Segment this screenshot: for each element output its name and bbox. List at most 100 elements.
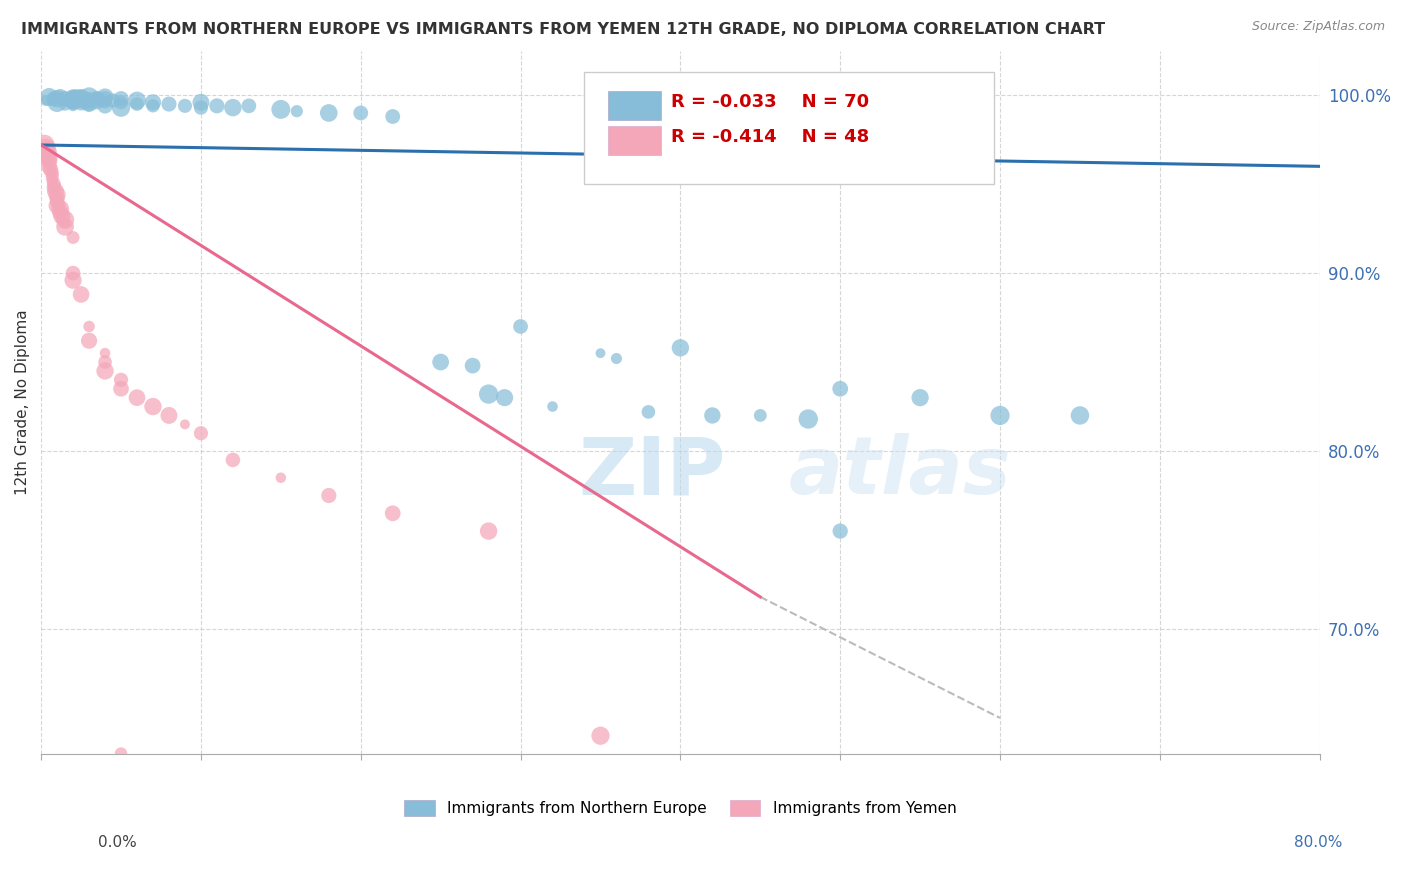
Point xyxy=(509,319,531,334)
Point xyxy=(94,364,117,378)
Point xyxy=(190,426,212,441)
Text: ZIP: ZIP xyxy=(578,434,725,511)
Point xyxy=(35,142,58,156)
Point xyxy=(77,94,100,108)
Point xyxy=(51,209,73,223)
Point xyxy=(62,90,84,104)
Point xyxy=(1069,409,1091,423)
Point xyxy=(749,409,772,423)
Point xyxy=(65,90,87,104)
Point xyxy=(797,412,820,426)
Point xyxy=(908,391,931,405)
Text: R = -0.033    N = 70: R = -0.033 N = 70 xyxy=(672,93,869,111)
Point xyxy=(157,97,180,112)
Point xyxy=(37,149,59,163)
Point xyxy=(270,471,292,485)
Point xyxy=(86,92,108,106)
Point xyxy=(42,92,65,106)
Point xyxy=(46,198,69,212)
Point xyxy=(94,95,117,110)
Point xyxy=(157,409,180,423)
Point xyxy=(605,351,627,366)
Point xyxy=(318,106,340,120)
Point xyxy=(70,94,93,108)
Text: Source: ZipAtlas.com: Source: ZipAtlas.com xyxy=(1251,20,1385,33)
Text: IMMIGRANTS FROM NORTHERN EUROPE VS IMMIGRANTS FROM YEMEN 12TH GRADE, NO DIPLOMA : IMMIGRANTS FROM NORTHERN EUROPE VS IMMIG… xyxy=(21,22,1105,37)
Point xyxy=(62,92,84,106)
Point xyxy=(70,287,93,301)
Point xyxy=(46,187,69,202)
Point xyxy=(702,409,724,423)
Point xyxy=(46,92,69,106)
Point xyxy=(38,159,60,173)
Text: atlas: atlas xyxy=(789,434,1012,511)
FancyBboxPatch shape xyxy=(585,71,994,185)
Point xyxy=(62,230,84,244)
Point xyxy=(94,92,117,106)
Point xyxy=(77,92,100,106)
Point xyxy=(142,99,165,113)
Y-axis label: 12th Grade, No Diploma: 12th Grade, No Diploma xyxy=(15,310,30,495)
Point xyxy=(49,205,72,219)
Point xyxy=(285,104,308,119)
Point xyxy=(174,417,197,432)
Point xyxy=(142,95,165,110)
Text: 80.0%: 80.0% xyxy=(1295,836,1343,850)
Point xyxy=(41,173,63,187)
Point xyxy=(53,216,76,230)
Point xyxy=(541,400,564,414)
Point xyxy=(70,90,93,104)
Point xyxy=(589,729,612,743)
Point xyxy=(461,359,484,373)
Point xyxy=(94,90,117,104)
Point xyxy=(53,92,76,106)
Point xyxy=(110,101,132,115)
Point xyxy=(110,95,132,110)
Point xyxy=(125,94,148,108)
Point xyxy=(669,341,692,355)
Point xyxy=(41,169,63,184)
Legend: Immigrants from Northern Europe, Immigrants from Yemen: Immigrants from Northern Europe, Immigra… xyxy=(405,800,956,816)
Point xyxy=(77,319,100,334)
Point xyxy=(77,95,100,110)
Point xyxy=(62,273,84,287)
Point xyxy=(65,92,87,106)
Point xyxy=(478,387,501,401)
Point xyxy=(350,106,373,120)
Point xyxy=(637,405,659,419)
Point xyxy=(34,138,56,153)
Point xyxy=(830,382,852,396)
Point xyxy=(101,94,124,108)
Point xyxy=(38,151,60,165)
Point xyxy=(39,162,62,177)
Point xyxy=(429,355,451,369)
Point xyxy=(589,346,612,360)
Point xyxy=(110,373,132,387)
FancyBboxPatch shape xyxy=(607,91,661,120)
Point xyxy=(38,90,60,104)
Point xyxy=(38,153,60,168)
Point xyxy=(110,92,132,106)
Point xyxy=(42,177,65,191)
Point xyxy=(637,756,659,770)
Point xyxy=(381,110,404,124)
Point xyxy=(49,90,72,104)
Point xyxy=(46,191,69,205)
Point xyxy=(830,524,852,538)
Point xyxy=(37,145,59,160)
Point xyxy=(44,184,66,198)
Point xyxy=(110,747,132,761)
Point xyxy=(70,92,93,106)
Point xyxy=(65,94,87,108)
Point xyxy=(46,95,69,110)
Point xyxy=(125,782,148,797)
Point xyxy=(53,219,76,234)
Point xyxy=(86,94,108,108)
Point xyxy=(46,194,69,209)
Point xyxy=(70,95,93,110)
Point xyxy=(270,103,292,117)
Point xyxy=(94,99,117,113)
Point xyxy=(494,391,516,405)
Point xyxy=(381,506,404,520)
Text: 0.0%: 0.0% xyxy=(98,836,138,850)
